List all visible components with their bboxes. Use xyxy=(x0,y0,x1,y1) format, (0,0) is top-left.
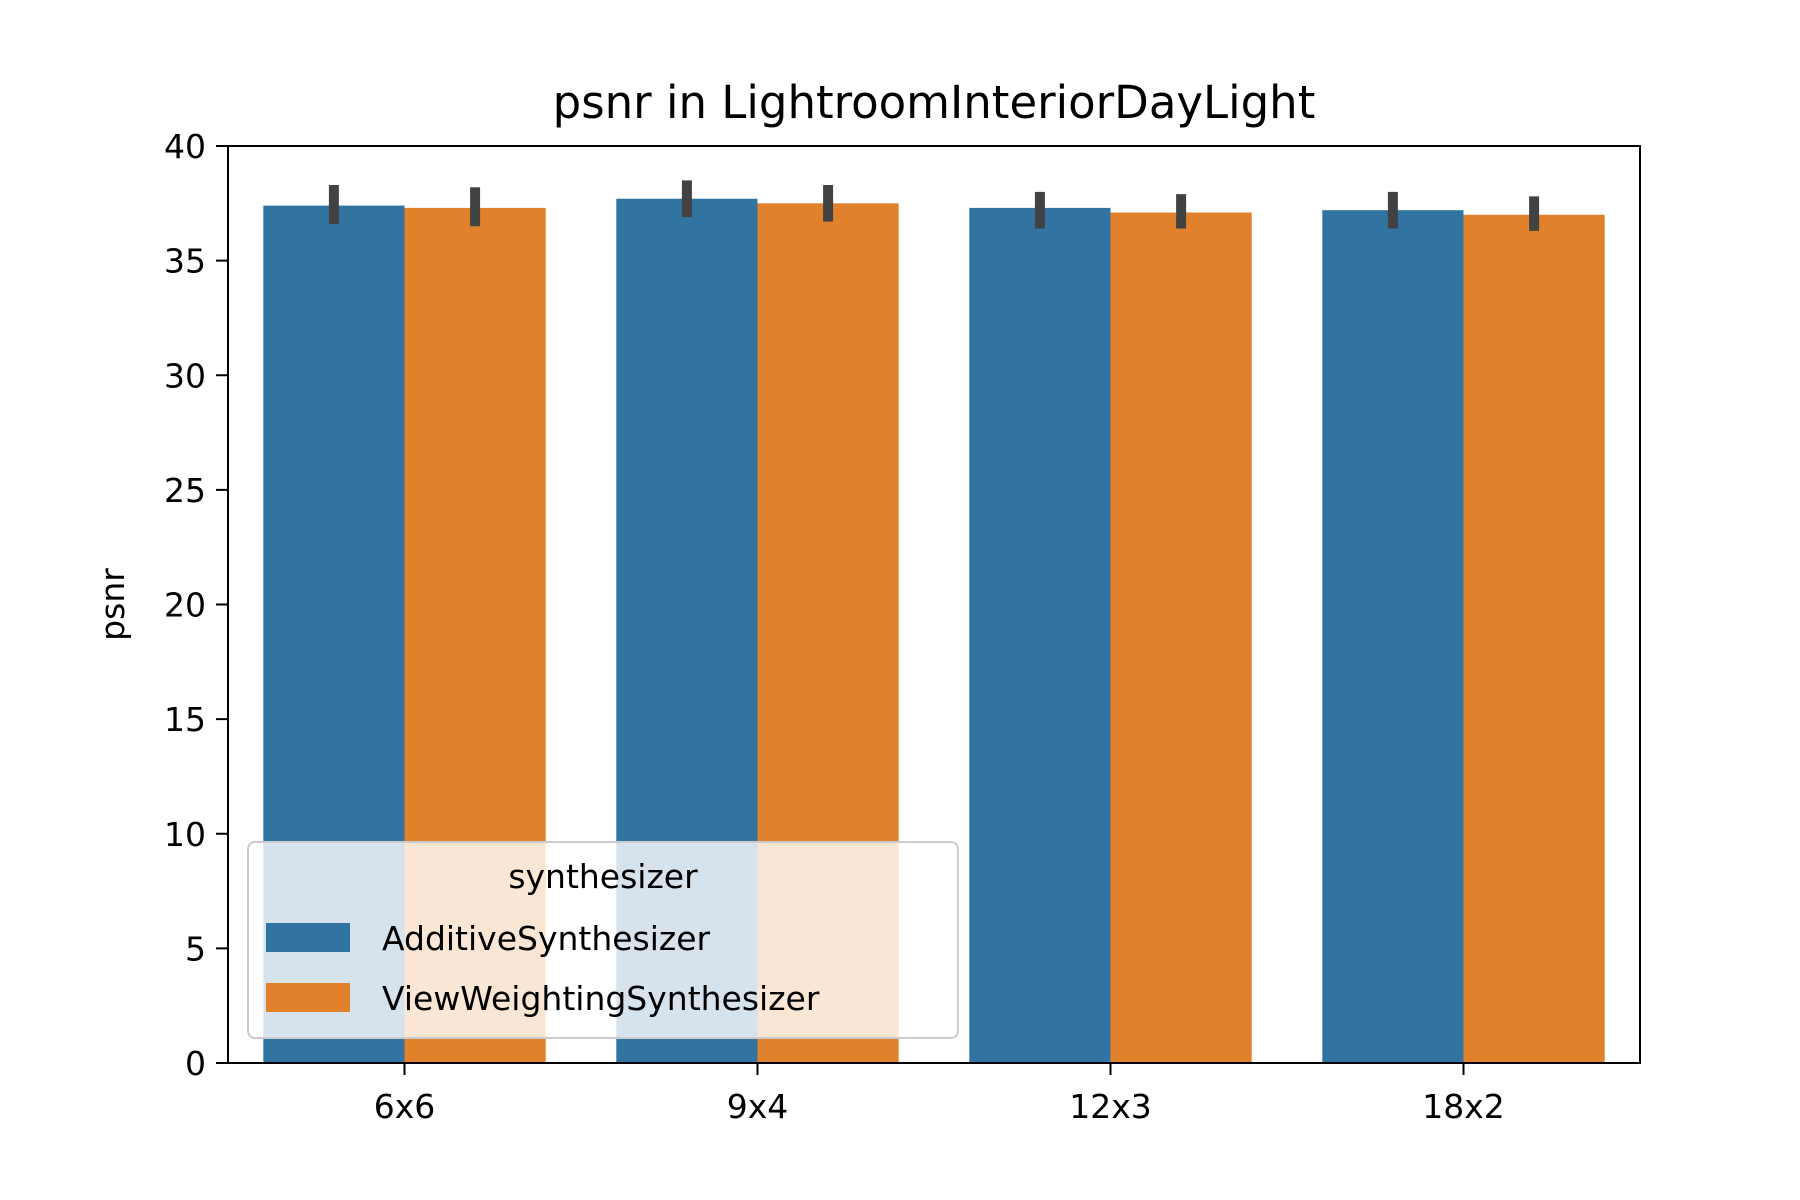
y-tick-label: 15 xyxy=(164,700,206,739)
x-axis: 6x6 9x4 12x3 18x2 xyxy=(374,1063,1505,1126)
y-tick-label: 20 xyxy=(164,586,206,625)
x-tick-label: 18x2 xyxy=(1422,1087,1505,1126)
legend-label: ViewWeightingSynthesizer xyxy=(382,979,820,1018)
bar-AdditiveSynthesizer-12x3 xyxy=(969,207,1111,1063)
legend-label: AdditiveSynthesizer xyxy=(382,919,711,958)
bar-ViewWeightingSynthesizer-18x2 xyxy=(1463,214,1605,1063)
bar-ViewWeightingSynthesizer-12x3 xyxy=(1110,212,1252,1064)
y-tick-label: 5 xyxy=(185,929,206,968)
legend: synthesizer AdditiveSynthesizer ViewWeight… xyxy=(247,841,959,1039)
x-tick-label: 9x4 xyxy=(727,1087,789,1126)
chart-title: psnr in LightroomInteriorDayLight xyxy=(553,76,1316,129)
legend-swatch xyxy=(266,983,350,1012)
y-tick-label: 25 xyxy=(164,471,206,510)
y-axis-label: psnr xyxy=(93,568,132,641)
x-tick-label: 12x3 xyxy=(1069,1087,1152,1126)
x-tick-label: 6x6 xyxy=(374,1087,436,1126)
y-tick-label: 0 xyxy=(185,1044,206,1083)
y-tick-label: 30 xyxy=(164,356,206,395)
bar-AdditiveSynthesizer-18x2 xyxy=(1322,210,1464,1063)
y-tick-label: 40 xyxy=(164,127,206,166)
error-bars-layer xyxy=(328,180,1540,231)
legend-title: synthesizer xyxy=(508,857,698,896)
legend-box xyxy=(247,841,959,1039)
y-tick-label: 35 xyxy=(164,242,206,281)
y-axis: 0 5 10 15 20 25 30 35 40 xyxy=(164,127,228,1083)
legend-swatch xyxy=(266,923,350,952)
y-tick-label: 10 xyxy=(164,815,206,854)
